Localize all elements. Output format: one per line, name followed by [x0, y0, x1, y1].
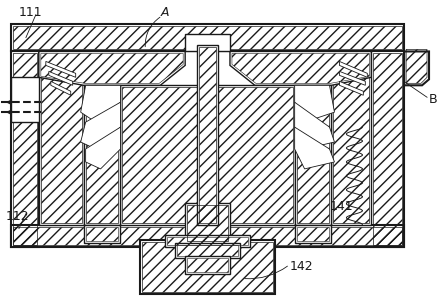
Polygon shape: [339, 81, 363, 95]
Text: 142: 142: [290, 260, 313, 273]
Polygon shape: [339, 71, 365, 85]
Bar: [122, 87, 293, 223]
Polygon shape: [81, 102, 120, 149]
Polygon shape: [295, 225, 331, 243]
Bar: [187, 258, 228, 272]
Bar: [39, 51, 84, 225]
Bar: [197, 45, 218, 225]
Polygon shape: [339, 61, 367, 77]
Bar: [331, 51, 371, 225]
Bar: [334, 53, 369, 223]
Bar: [297, 87, 330, 223]
Bar: [11, 23, 404, 51]
Bar: [41, 53, 82, 223]
Bar: [11, 51, 39, 247]
Bar: [177, 244, 238, 257]
Text: B: B: [429, 93, 438, 106]
Text: A: A: [161, 6, 170, 19]
Bar: [84, 85, 120, 225]
Bar: [185, 34, 230, 51]
Bar: [371, 51, 404, 247]
Polygon shape: [51, 81, 71, 95]
Polygon shape: [49, 71, 73, 85]
Polygon shape: [84, 225, 120, 243]
Polygon shape: [81, 85, 120, 122]
Polygon shape: [39, 51, 185, 85]
Bar: [13, 227, 402, 244]
Bar: [85, 87, 118, 223]
Polygon shape: [46, 61, 76, 77]
Bar: [13, 26, 402, 50]
Text: 141: 141: [330, 200, 353, 213]
Bar: [165, 235, 250, 247]
Bar: [185, 203, 230, 243]
Bar: [11, 225, 404, 247]
Text: 111: 111: [19, 6, 43, 19]
Bar: [11, 77, 39, 122]
Polygon shape: [404, 51, 429, 85]
Polygon shape: [295, 85, 334, 122]
Bar: [175, 243, 240, 258]
Bar: [373, 53, 402, 244]
Polygon shape: [230, 51, 371, 85]
Bar: [185, 257, 230, 274]
Polygon shape: [85, 127, 120, 169]
Bar: [13, 53, 37, 244]
Bar: [295, 85, 331, 225]
Bar: [199, 48, 216, 223]
Bar: [140, 240, 275, 294]
Bar: [187, 205, 228, 241]
Text: 112: 112: [6, 210, 30, 223]
Bar: [120, 85, 295, 225]
Polygon shape: [295, 127, 334, 169]
Polygon shape: [295, 102, 334, 149]
Bar: [167, 237, 248, 244]
Bar: [142, 241, 273, 292]
